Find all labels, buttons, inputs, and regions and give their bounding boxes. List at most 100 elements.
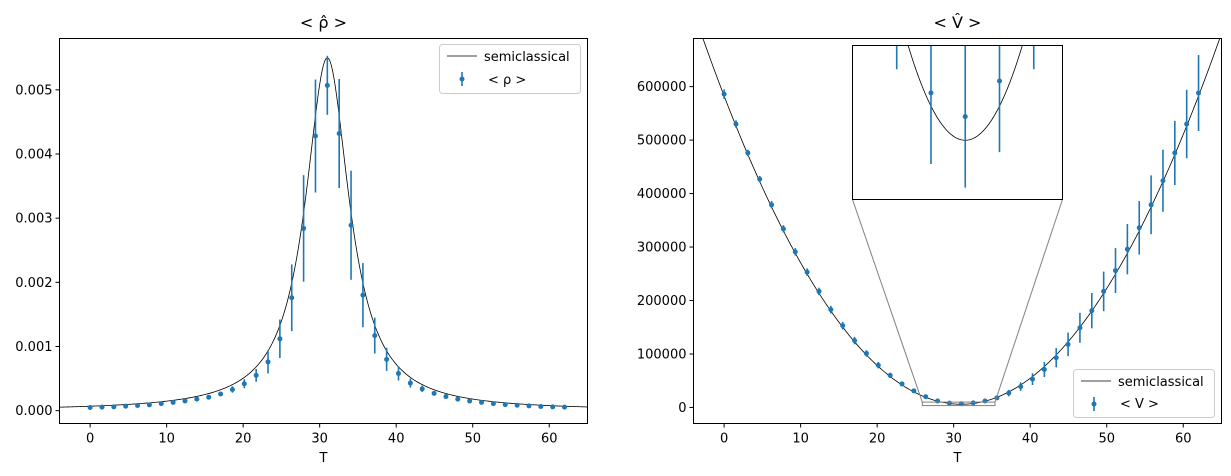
rho-x-tick-label: 60 xyxy=(541,432,558,447)
rho-data-point xyxy=(241,381,247,387)
rho-data-point xyxy=(502,402,508,408)
v-data-point xyxy=(745,150,751,156)
v-data-point xyxy=(1018,384,1024,390)
v-zoom-connector-right xyxy=(994,199,1063,403)
rho-data-point xyxy=(206,394,212,400)
rho-data-point xyxy=(526,403,532,409)
rho-y-tick-label: 0.002 xyxy=(15,276,52,291)
rho-data-point xyxy=(395,370,401,376)
rho-data-point xyxy=(182,398,188,404)
rho-data-point xyxy=(348,222,354,228)
v-data-point xyxy=(911,388,917,394)
rho-x-tick-label: 30 xyxy=(311,432,328,447)
v-y-ticks: 0 100000 200000 300000 400000 500000 600000 xyxy=(637,80,694,416)
rho-data-point xyxy=(99,404,105,410)
v-data-point xyxy=(852,338,858,344)
v-data-point xyxy=(721,91,727,97)
rho-data-point xyxy=(538,403,544,409)
v-x-tick-label: 50 xyxy=(1098,432,1115,447)
v-inset-data-point xyxy=(928,90,934,96)
v-data-point xyxy=(1006,390,1012,396)
rho-x-tick-label: 40 xyxy=(388,432,405,447)
v-x-tick-label: 0 xyxy=(720,432,728,447)
v-data-point xyxy=(1029,376,1035,382)
rho-x-tick-label: 10 xyxy=(158,432,175,447)
rho-data-point xyxy=(360,292,366,298)
v-data-point xyxy=(828,307,834,313)
rho-x-axis-label: T xyxy=(319,451,328,466)
v-x-axis-label: T xyxy=(953,451,962,466)
rho-legend-label-semiclassical: semiclassical xyxy=(484,50,570,65)
v-inset-background xyxy=(852,45,1063,200)
v-data-point xyxy=(946,400,952,406)
rho-data-point xyxy=(218,391,224,397)
v-axes-frame xyxy=(693,38,1222,424)
rho-data-point xyxy=(562,404,568,410)
rho-data-point xyxy=(265,359,271,365)
v-y-tick-label: 100000 xyxy=(637,347,687,362)
v-data-point xyxy=(1196,90,1202,96)
rho-chart-title: < ρ̂ > xyxy=(300,13,347,32)
v-legend-label-data: < V > xyxy=(1120,397,1159,412)
v-chart: < V̂ > 0 10 20 30 40 50 60 0 100000 200000 300000… xyxy=(637,0,1222,466)
v-data-point xyxy=(1041,366,1047,372)
rho-data-point xyxy=(419,386,425,392)
v-data-point xyxy=(1077,325,1083,331)
rho-data-point xyxy=(289,295,295,301)
v-data-point xyxy=(733,121,739,127)
rho-data-point xyxy=(407,380,413,386)
v-data-point xyxy=(1184,121,1190,127)
rho-data-point xyxy=(550,404,556,410)
rho-data-point xyxy=(170,399,176,405)
v-y-tick-label: 300000 xyxy=(637,241,687,256)
v-data-point xyxy=(1101,288,1107,294)
v-data-point xyxy=(1124,246,1130,252)
v-y-tick-label: 200000 xyxy=(637,294,687,309)
v-inset-data-point xyxy=(1031,0,1036,1)
v-data-point xyxy=(1089,308,1095,314)
rho-data-point xyxy=(301,225,307,231)
v-data-point xyxy=(816,288,822,294)
v-x-tick-label: 10 xyxy=(792,432,809,447)
rho-semiclassical-curve xyxy=(59,57,588,408)
v-data-point xyxy=(792,249,798,255)
v-x-ticks: 0 10 20 30 40 50 60 xyxy=(720,423,1192,447)
v-semiclassical-curve xyxy=(702,38,1221,405)
v-x-tick-label: 40 xyxy=(1022,432,1039,447)
v-legend-box xyxy=(1073,369,1215,418)
v-y-tick-label: 500000 xyxy=(637,134,687,149)
rho-data-point xyxy=(479,399,485,405)
v-data-point xyxy=(840,323,846,329)
v-data-point xyxy=(982,398,988,404)
rho-data-point xyxy=(229,386,235,392)
rho-data-point xyxy=(135,403,141,409)
v-x-tick-label: 60 xyxy=(1175,432,1192,447)
rho-data-point xyxy=(467,398,473,404)
rho-data-point xyxy=(336,130,342,136)
v-data-point xyxy=(923,394,929,400)
v-data-point xyxy=(1136,225,1142,231)
rho-x-tick-label: 50 xyxy=(464,432,481,447)
v-plot-area xyxy=(702,38,1221,407)
v-y-tick-label: 400000 xyxy=(637,187,687,202)
v-inset-data-point xyxy=(997,78,1002,84)
rho-data-point xyxy=(158,401,164,407)
rho-y-tick-label: 0.000 xyxy=(15,404,52,419)
rho-data-point xyxy=(324,82,330,88)
rho-data-point xyxy=(443,394,449,400)
v-inset-data-point xyxy=(962,114,968,120)
v-data-point xyxy=(1053,355,1059,361)
v-data-point xyxy=(780,226,786,232)
rho-data-point xyxy=(455,396,461,402)
rho-plot-area xyxy=(59,55,588,410)
v-data-point xyxy=(804,269,810,275)
rho-x-tick-label: 20 xyxy=(235,432,252,447)
rho-y-tick-label: 0.001 xyxy=(15,340,52,355)
v-chart-title: < V̂ > xyxy=(934,13,982,32)
v-data-point xyxy=(757,176,763,182)
v-zoom-region xyxy=(921,401,996,407)
v-data-point xyxy=(875,362,881,368)
rho-data-point xyxy=(123,403,129,409)
rho-x-tick-label: 0 xyxy=(86,432,94,447)
rho-axes-frame xyxy=(59,38,588,424)
